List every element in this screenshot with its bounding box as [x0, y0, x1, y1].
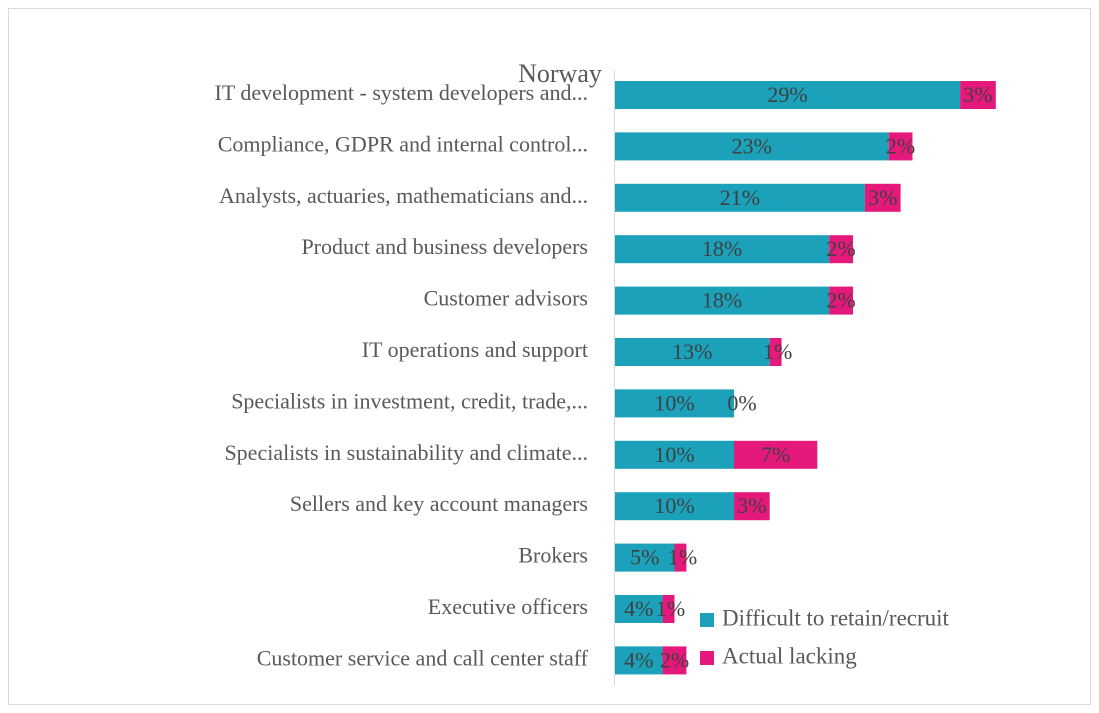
bar-segment	[615, 389, 734, 418]
bar-segment	[615, 286, 830, 315]
value-label: 0%	[727, 390, 756, 415]
value-label: 3%	[963, 82, 992, 107]
bar-segment	[734, 492, 770, 521]
value-label: 2%	[826, 236, 855, 261]
category-label: Compliance, GDPR and internal control...	[218, 131, 588, 156]
category-label: Specialists in sustainability and climat…	[224, 440, 588, 465]
value-label: 7%	[761, 442, 790, 467]
category-label: IT operations and support	[362, 337, 588, 362]
value-label: 2%	[660, 647, 689, 672]
value-label: 29%	[767, 82, 807, 107]
value-label: 10%	[654, 390, 694, 415]
bar-segment	[864, 183, 901, 212]
legend-swatch	[700, 651, 714, 665]
bar-segment	[960, 81, 996, 109]
value-label: 23%	[732, 133, 772, 158]
legend-label: Actual lacking	[722, 643, 857, 668]
bar-segment	[615, 440, 734, 469]
value-label: 3%	[737, 493, 766, 518]
value-label: 10%	[654, 493, 694, 518]
bar-segment	[615, 235, 830, 264]
value-label: 2%	[886, 133, 915, 158]
bar-segment	[662, 595, 675, 623]
value-label: 18%	[702, 288, 742, 313]
bar-segment	[615, 492, 734, 521]
legend-label: Difficult to retain/recruit	[722, 605, 950, 630]
value-label: 1%	[668, 545, 697, 570]
bar-segment	[615, 543, 675, 572]
category-label: Customer advisors	[424, 286, 588, 311]
bar-segment	[615, 183, 865, 212]
bar-segment	[615, 132, 889, 161]
value-label: 4%	[624, 647, 653, 672]
bar-segment	[615, 595, 663, 623]
category-label: Product and business developers	[301, 234, 588, 259]
category-label: IT development - system developers and..…	[215, 80, 589, 105]
bar-segment	[615, 338, 770, 366]
bar-segment	[662, 646, 687, 675]
bar-segment	[888, 132, 913, 161]
category-label: Brokers	[518, 543, 588, 568]
value-label: 1%	[656, 596, 685, 621]
category-label: Sellers and key account managers	[290, 491, 588, 516]
value-label: 21%	[720, 185, 760, 210]
value-label: 5%	[630, 545, 659, 570]
value-label: 18%	[702, 236, 742, 261]
category-label: Executive officers	[428, 594, 588, 619]
category-label: Specialists in investment, credit, trade…	[231, 388, 588, 413]
chart-title: Norway	[518, 59, 602, 88]
value-label: 4%	[624, 596, 653, 621]
value-label: 3%	[868, 185, 897, 210]
chart-border	[8, 8, 1091, 705]
bar-segment	[615, 81, 961, 109]
value-label: 2%	[826, 288, 855, 313]
category-label: Customer service and call center staff	[257, 645, 589, 670]
bar-segment	[769, 338, 782, 366]
bar-segment	[829, 286, 853, 315]
bar-segment	[829, 235, 853, 264]
legend-swatch	[700, 613, 714, 627]
value-label: 1%	[763, 339, 792, 364]
value-label: 13%	[672, 339, 712, 364]
bar-segment	[615, 646, 663, 675]
bar-segment	[734, 440, 818, 469]
bar-segment	[674, 543, 687, 572]
category-label: Analysts, actuaries, mathematicians and.…	[219, 183, 588, 208]
value-label: 10%	[654, 442, 694, 467]
